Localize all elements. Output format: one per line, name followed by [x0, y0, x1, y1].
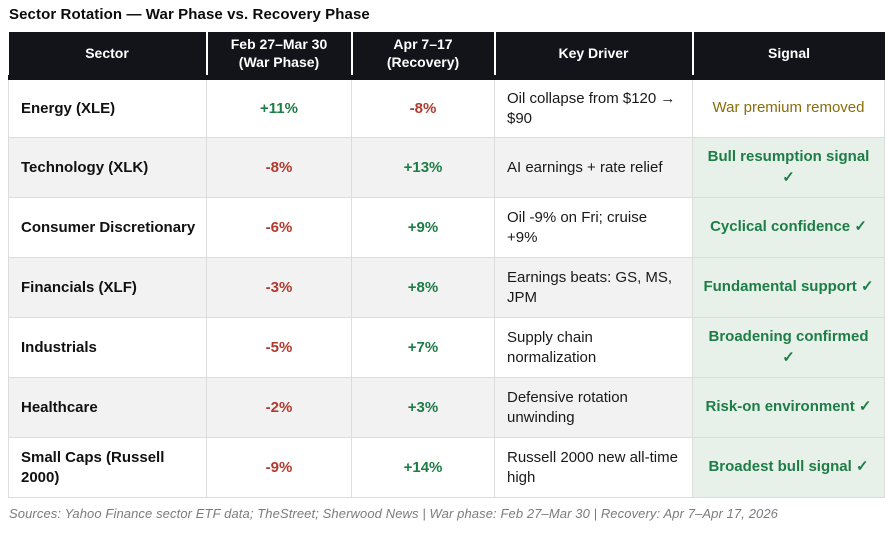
war-phase-cell: -2% — [206, 377, 352, 438]
key-driver-cell: Supply chain normalization — [494, 317, 693, 378]
signal-cell: Cyclical confidence ✓ — [692, 197, 885, 258]
recovery-cell: +3% — [351, 377, 495, 438]
recovery-cell: +13% — [351, 137, 495, 198]
recovery-cell: -8% — [351, 75, 495, 138]
recovery-cell: +8% — [351, 257, 495, 318]
war-phase-cell: -9% — [206, 437, 352, 498]
column-header-signal: Signal — [692, 32, 885, 79]
signal-cell: Broadest bull signal ✓ — [692, 437, 885, 498]
key-driver-cell: Oil -9% on Fri; cruise +9% — [494, 197, 693, 258]
war-phase-cell: -8% — [206, 137, 352, 198]
column-header-sector: Sector — [8, 32, 208, 79]
signal-cell: Risk-on environment ✓ — [692, 377, 885, 438]
key-driver-cell: Earnings beats: GS, MS, JPM — [494, 257, 693, 318]
recovery-cell: +7% — [351, 317, 495, 378]
war-phase-cell: +11% — [206, 75, 352, 138]
key-driver-cell: AI earnings + rate relief — [494, 137, 693, 198]
key-driver-cell: Russell 2000 new all-time high — [494, 437, 693, 498]
war-phase-cell: -3% — [206, 257, 352, 318]
sector-rotation-table: Sector Feb 27–Mar 30 (War Phase) Apr 7–1… — [8, 32, 885, 498]
table-row: Energy (XLE) +11% -8% Oil collapse from … — [8, 75, 885, 138]
war-phase-cell: -5% — [206, 317, 352, 378]
key-driver-cell: Defensive rotation unwinding — [494, 377, 693, 438]
sector-cell: Consumer Discretionary — [8, 197, 207, 258]
table-row: Healthcare -2% +3% Defensive rotation un… — [8, 377, 885, 438]
sector-cell: Energy (XLE) — [8, 75, 207, 138]
sector-cell: Industrials — [8, 317, 207, 378]
table-row: Industrials -5% +7% Supply chain normali… — [8, 317, 885, 378]
key-driver-cell: Oil collapse from $120 → $90 — [494, 75, 693, 138]
recovery-cell: +14% — [351, 437, 495, 498]
table-row: Financials (XLF) -3% +8% Earnings beats:… — [8, 257, 885, 318]
table-body: Energy (XLE) +11% -8% Oil collapse from … — [8, 75, 885, 498]
page-title: Sector Rotation — War Phase vs. Recovery… — [9, 6, 370, 23]
table-header: Sector Feb 27–Mar 30 (War Phase) Apr 7–1… — [8, 32, 885, 79]
signal-cell: Broadening confirmed ✓ — [692, 317, 885, 378]
sector-cell: Small Caps (Russell 2000) — [8, 437, 207, 498]
table-row: Technology (XLK) -8% +13% AI earnings + … — [8, 137, 885, 198]
header-row: Sector Feb 27–Mar 30 (War Phase) Apr 7–1… — [8, 32, 885, 79]
column-header-key-driver: Key Driver — [494, 32, 694, 79]
signal-cell: Fundamental support ✓ — [692, 257, 885, 318]
war-phase-cell: -6% — [206, 197, 352, 258]
sector-cell: Technology (XLK) — [8, 137, 207, 198]
recovery-cell: +9% — [351, 197, 495, 258]
column-header-war-phase: Feb 27–Mar 30 (War Phase) — [206, 32, 353, 79]
sources-footer: Sources: Yahoo Finance sector ETF data; … — [9, 506, 779, 521]
column-header-recovery: Apr 7–17 (Recovery) — [351, 32, 496, 79]
page: Sector Rotation — War Phase vs. Recovery… — [8, 6, 885, 521]
signal-cell: Bull resumption signal ✓ — [692, 137, 885, 198]
signal-cell: War premium removed — [692, 75, 885, 138]
table-row: Consumer Discretionary -6% +9% Oil -9% o… — [8, 197, 885, 258]
table-row: Small Caps (Russell 2000) -9% +14% Russe… — [8, 437, 885, 498]
sector-cell: Financials (XLF) — [8, 257, 207, 318]
sector-cell: Healthcare — [8, 377, 207, 438]
